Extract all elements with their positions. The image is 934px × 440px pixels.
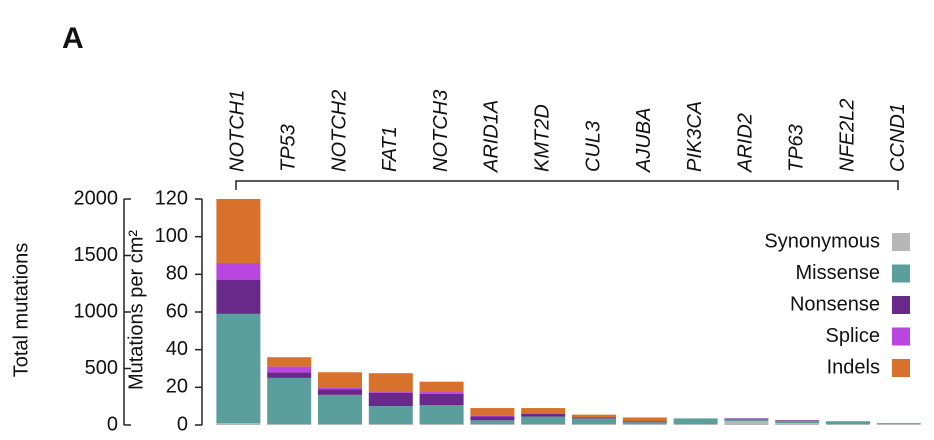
bar-segment (216, 279, 261, 314)
y-tick-label: 0 (177, 413, 188, 435)
bar-segment (572, 414, 616, 418)
bar-segment (318, 394, 362, 425)
gene-label: CCND1 (887, 103, 909, 172)
bar-segment (622, 422, 667, 425)
bar-segment (419, 424, 464, 425)
gene-label: ARID2 (735, 113, 757, 173)
legend-swatch (892, 359, 910, 377)
y-tick-label: 100 (155, 225, 188, 247)
legend-swatch (892, 296, 910, 314)
bar-segment (267, 357, 312, 367)
panel-label: A (62, 22, 84, 55)
bar-segment (775, 421, 820, 424)
legend-label: Indels (827, 356, 880, 378)
bar-segment (470, 408, 515, 416)
y-tick-label: 40 (166, 338, 188, 360)
y-axis-title: Mutations per cm² (125, 230, 147, 390)
bar-segment (876, 424, 921, 425)
bar-segment (318, 424, 362, 425)
bar-segment (826, 424, 870, 425)
bar-segment (368, 424, 413, 425)
bar-segment (368, 392, 413, 407)
gene-label: NOTCH3 (430, 90, 452, 172)
bar-segment (216, 423, 261, 425)
gene-label: TP53 (277, 124, 299, 172)
y2-tick-label: 2000 (74, 187, 119, 209)
gene-label: TP63 (785, 124, 807, 172)
y2-tick-label: 1000 (74, 300, 119, 322)
bar-segment (622, 424, 667, 425)
legend-swatch (892, 233, 910, 251)
legend-label: Nonsense (790, 293, 880, 315)
gene-bracket (235, 180, 899, 190)
y-tick-label: 20 (166, 376, 188, 398)
legend-label: Missense (796, 262, 880, 284)
gene-label: NOTCH2 (328, 90, 350, 172)
gene-label: PIK3CA (684, 101, 706, 172)
bar-segment (622, 417, 667, 422)
bar-segment (470, 416, 515, 421)
bar-segment (775, 420, 820, 422)
bar-segment (572, 424, 616, 425)
bar-segment (419, 405, 464, 425)
bar-segment (368, 406, 413, 425)
bar-segment (521, 416, 566, 425)
bar-segment (318, 372, 362, 388)
bar-segment (216, 263, 261, 280)
bar-segment (724, 419, 769, 422)
bar-segment (419, 381, 464, 393)
legend-label: Synonymous (764, 230, 880, 252)
y-tick-label: 120 (155, 187, 188, 209)
bar-segment (267, 372, 312, 378)
y2-axis-title: Total mutations (10, 243, 32, 378)
gene-label: FAT1 (379, 126, 401, 172)
bar-segment (724, 421, 769, 425)
bar-segment (572, 418, 616, 425)
gene-label: KMT2D (531, 104, 553, 172)
y-tick-label: 60 (166, 300, 188, 322)
gene-label: CUL3 (582, 121, 604, 172)
bar-segment (267, 424, 312, 425)
bar-segment (267, 366, 312, 373)
y-tick-label: 80 (166, 263, 188, 285)
bar-segment (368, 392, 413, 393)
bar-segment (876, 423, 921, 425)
bar-segment (775, 423, 820, 425)
bar-segment (622, 421, 667, 423)
bar-segment (267, 377, 312, 425)
bar-segment (724, 418, 769, 420)
bar-segment (470, 424, 515, 425)
bar-segment (673, 418, 718, 425)
bar-segment (216, 313, 261, 424)
gene-label: ARID1A (481, 100, 503, 173)
legend-label: Splice (826, 325, 880, 347)
y2-tick-label: 0 (107, 413, 118, 435)
gene-label: NFE2L2 (836, 99, 858, 172)
bar-segment (521, 408, 566, 414)
bar-segment (318, 389, 362, 395)
bar-segment (470, 420, 515, 425)
bar-segment (572, 417, 616, 419)
legend-swatch (892, 327, 910, 346)
y2-tick-label: 500 (85, 357, 118, 379)
legend-swatch (892, 264, 910, 283)
bar-segment (419, 393, 464, 406)
gene-label: AJUBA (633, 108, 655, 173)
bar-segment (470, 415, 515, 417)
bar-segment (826, 421, 870, 425)
bar-segment (318, 387, 362, 390)
bar-segment (419, 392, 464, 394)
gene-label: NOTCH1 (227, 90, 249, 172)
bar-segment (521, 413, 566, 417)
bar-segment (368, 373, 413, 393)
bar-segment (216, 199, 261, 264)
bar-segment (521, 424, 566, 425)
y2-tick-label: 1500 (74, 244, 119, 266)
bar-segment (673, 424, 718, 425)
